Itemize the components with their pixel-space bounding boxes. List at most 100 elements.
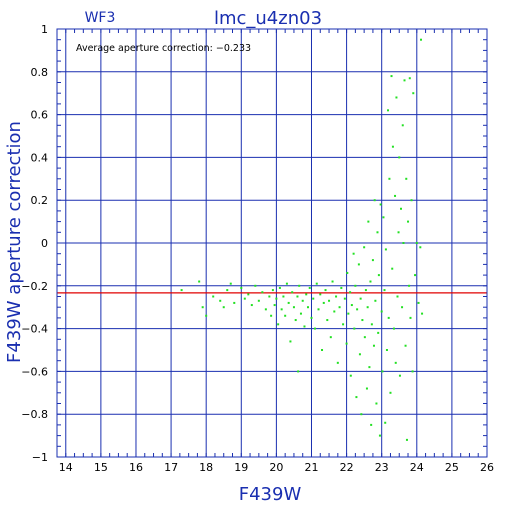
data-point (285, 282, 288, 285)
data-point (387, 109, 390, 112)
data-point (389, 391, 392, 394)
data-point (405, 438, 408, 441)
data-point (367, 220, 370, 223)
data-point (366, 306, 369, 309)
data-point (370, 423, 373, 426)
data-point (420, 38, 423, 41)
chart-title: lmc_u4zn03 (214, 8, 322, 29)
data-point (415, 242, 418, 244)
data-point (257, 299, 260, 302)
data-point (353, 327, 356, 330)
data-point (321, 349, 324, 351)
data-point (403, 79, 406, 82)
x-tick-label: 21 (304, 461, 318, 474)
x-tick-label: 26 (480, 461, 494, 474)
data-point (365, 387, 368, 390)
data-point (222, 306, 225, 309)
x-tick-labels: 14 15 16 17 18 19 20 21 22 23 24 25 26 (59, 461, 494, 474)
y-tick-label: −0.8 (21, 408, 48, 421)
data-point (371, 259, 374, 262)
data-point (247, 293, 250, 296)
data-point (372, 344, 375, 347)
data-point (387, 316, 390, 319)
data-point (261, 291, 264, 294)
data-point (377, 274, 380, 277)
data-point (294, 319, 297, 322)
x-tick-label: 15 (94, 461, 108, 474)
data-point (180, 289, 183, 292)
data-point (315, 282, 318, 285)
data-point (303, 325, 306, 328)
data-point (296, 295, 299, 298)
data-point (357, 263, 360, 266)
data-point (356, 308, 359, 311)
data-point (335, 295, 338, 298)
data-point (347, 312, 350, 315)
data-point (273, 304, 276, 307)
data-point (392, 327, 395, 330)
y-axis-label: F439W aperture correction (4, 121, 25, 363)
x-tick-label: 22 (340, 461, 354, 474)
data-point (345, 342, 348, 345)
data-point (328, 299, 331, 302)
data-point (400, 207, 402, 210)
data-point (379, 203, 382, 206)
data-point (404, 344, 407, 347)
data-point (297, 370, 300, 373)
data-point (396, 295, 399, 298)
data-point (298, 284, 301, 287)
x-axis-label: F439W (239, 484, 302, 505)
data-point (349, 374, 352, 377)
data-point (361, 319, 364, 322)
y-tick-labels: −1 −0.8 −0.6 −0.4 −0.2 0 0.2 0.4 0.6 0.8 1 (21, 23, 48, 464)
y-tick-label: −0.6 (21, 365, 48, 378)
plot-frame (56, 28, 488, 458)
data-point (364, 289, 367, 292)
data-point (407, 220, 410, 223)
data-point (398, 156, 401, 159)
data-point (388, 177, 391, 180)
x-tick-label: 17 (164, 461, 178, 474)
data-point (243, 297, 246, 300)
data-point (329, 336, 332, 339)
y-tick-label: 0.6 (31, 109, 49, 122)
data-point (374, 299, 377, 302)
data-point (391, 267, 394, 270)
data-point (390, 75, 393, 78)
data-point (346, 271, 349, 274)
data-point (336, 361, 339, 364)
data-point (419, 246, 422, 249)
camera-label: WF3 (85, 10, 116, 26)
data-point (282, 295, 285, 298)
data-point (363, 336, 366, 339)
data-point (271, 289, 274, 292)
data-point (354, 284, 357, 287)
x-tick-label: 25 (445, 461, 459, 474)
data-point (306, 306, 309, 309)
data-point (405, 177, 408, 180)
data-point (278, 286, 281, 289)
data-point (398, 374, 401, 377)
data-point (226, 289, 229, 292)
data-point (198, 280, 201, 283)
data-point (401, 306, 404, 309)
x-tick-label: 20 (269, 461, 283, 474)
data-point (287, 301, 290, 304)
data-point (275, 297, 278, 300)
data-point (397, 231, 400, 234)
data-point (359, 297, 362, 300)
y-tick-label: 0.2 (31, 194, 49, 207)
data-point (375, 402, 378, 405)
data-point (310, 316, 313, 319)
data-point (268, 295, 271, 298)
data-point (301, 299, 304, 302)
data-point (384, 248, 387, 251)
x-tick-label: 19 (234, 461, 248, 474)
data-point (414, 274, 417, 277)
data-point (342, 323, 345, 326)
x-tick-label: 16 (129, 461, 143, 474)
y-tick-label: −1 (32, 451, 48, 464)
data-point (299, 312, 302, 315)
y-tick-label: −0.2 (21, 280, 48, 293)
